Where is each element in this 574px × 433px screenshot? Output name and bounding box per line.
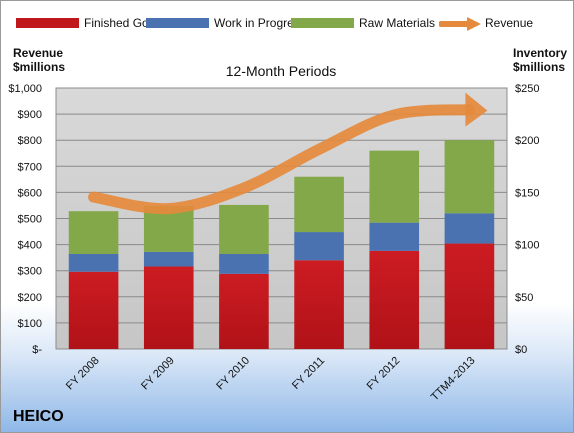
right-tick-label: $250 bbox=[515, 83, 539, 95]
right-tick-label: $200 bbox=[515, 135, 539, 147]
bar-work-in-progress bbox=[143, 251, 194, 267]
left-axis-title: Revenue $millions bbox=[13, 46, 65, 74]
right-tick-label: $50 bbox=[515, 292, 533, 304]
legend-swatch-finished-goods bbox=[16, 18, 79, 28]
bar-finished-goods bbox=[444, 243, 495, 349]
bar-work-in-progress bbox=[369, 222, 420, 251]
x-tick-label: TTM4-2013 bbox=[429, 355, 478, 404]
revenue-line bbox=[88, 104, 475, 215]
left-tick-label: $- bbox=[32, 344, 42, 356]
bar-finished-goods bbox=[143, 266, 194, 349]
bar-work-in-progress bbox=[219, 253, 269, 274]
left-tick-label: $500 bbox=[18, 214, 42, 226]
bar-work-in-progress bbox=[444, 213, 495, 244]
right-axis-title-line1: Inventory bbox=[513, 46, 568, 60]
x-tick-label: FY 2011 bbox=[290, 355, 327, 392]
legend-label-raw-materials: Raw Materials bbox=[359, 16, 436, 30]
left-tick-label: $600 bbox=[18, 187, 42, 199]
left-tick-label: $700 bbox=[18, 161, 42, 173]
bar-finished-goods bbox=[294, 260, 344, 349]
bar-raw-materials bbox=[219, 204, 269, 254]
x-tick-label: FY 2008 bbox=[64, 355, 102, 393]
bar-finished-goods bbox=[219, 273, 269, 349]
right-axis-title-line2: $millions bbox=[513, 60, 566, 74]
bar-raw-materials bbox=[294, 176, 344, 233]
bar-work-in-progress bbox=[294, 232, 344, 261]
bar-finished-goods bbox=[369, 250, 420, 349]
left-tick-label: $100 bbox=[18, 318, 42, 330]
company-name: HEICO bbox=[13, 408, 64, 425]
legend-swatch-raw-materials bbox=[291, 18, 354, 28]
right-axis-title: Inventory $millions bbox=[513, 46, 567, 74]
bar-raw-materials bbox=[369, 150, 420, 223]
bar-raw-materials bbox=[68, 211, 119, 254]
right-tick-label: $150 bbox=[515, 187, 539, 199]
legend-swatch-revenue bbox=[439, 17, 481, 31]
revenue-arrowhead bbox=[465, 92, 488, 127]
legend-swatch-work-in-progress bbox=[146, 18, 209, 28]
left-axis-title-line1: Revenue bbox=[13, 46, 64, 60]
left-tick-label: $800 bbox=[18, 135, 42, 147]
bar-finished-goods bbox=[68, 271, 119, 349]
legend-label-revenue: Revenue bbox=[485, 16, 534, 30]
left-tick-label: $200 bbox=[18, 292, 42, 304]
left-tick-label: $900 bbox=[18, 109, 42, 121]
legend-label-work-in-progress: Work in Progress bbox=[214, 16, 306, 30]
left-tick-label: $1,000 bbox=[8, 83, 42, 95]
right-tick-label: $0 bbox=[515, 344, 527, 356]
left-tick-label: $300 bbox=[18, 266, 42, 278]
plot-title: 12-Month Periods bbox=[225, 63, 337, 79]
x-tick-label: FY 2012 bbox=[365, 355, 403, 393]
bar-work-in-progress bbox=[68, 253, 119, 272]
left-axis-title-line2: $millions bbox=[13, 60, 66, 74]
left-tick-label: $400 bbox=[18, 240, 42, 252]
right-tick-label: $100 bbox=[515, 240, 539, 252]
x-tick-label: FY 2010 bbox=[214, 355, 252, 393]
bar-raw-materials bbox=[444, 140, 495, 214]
x-tick-label: FY 2009 bbox=[139, 355, 177, 393]
